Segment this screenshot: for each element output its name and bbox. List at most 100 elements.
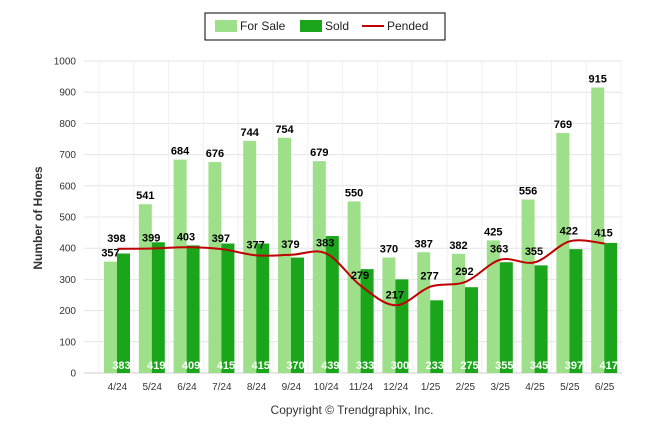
x-tick-label: 7/24 [212,382,232,393]
y-tick-label: 900 [59,88,76,99]
legend: For Sale Sold Pended [204,12,446,41]
legend-box [204,12,446,41]
data-label-for-sale: 541 [136,190,154,202]
data-label-pended: 379 [281,239,299,251]
bar-sold [499,262,513,373]
data-label-sold: 409 [182,360,200,372]
data-label-sold: 233 [426,360,444,372]
data-label-for-sale: 684 [171,146,190,158]
bar-for-sale [208,162,222,373]
bar-for-sale [486,240,500,373]
data-label-for-sale: 915 [589,74,607,86]
x-tick-label: 1/25 [421,382,441,393]
data-label-pended: 422 [560,225,578,237]
data-label-sold: 415 [252,360,270,372]
bar-sold [256,243,270,373]
data-label-for-sale: 676 [206,148,224,160]
bar-sold [430,300,444,373]
data-label-for-sale: 744 [241,127,260,139]
data-label-pended: 277 [420,271,438,283]
bar-sold [325,236,339,373]
data-label-sold: 383 [112,360,130,372]
x-tick-label: 4/25 [525,382,545,393]
data-label-pended: 355 [525,246,543,258]
data-label-pended: 399 [142,233,160,245]
bar-sold [221,243,235,373]
legend-label-pended: Pended [387,19,428,33]
y-tick-label: 600 [59,181,76,192]
data-label-for-sale: 357 [101,248,119,260]
data-label-pended: 363 [490,244,508,256]
data-label-for-sale: 679 [310,147,328,159]
data-label-for-sale: 382 [449,240,467,252]
data-label-pended: 377 [246,239,264,251]
data-label-for-sale: 425 [484,226,502,238]
x-tick-label: 8/24 [247,382,267,393]
y-tick-label: 0 [70,369,76,380]
x-tick-label: 5/25 [560,382,580,393]
legend-label-for-sale: For Sale [240,19,286,33]
bar-sold [151,242,165,373]
line-pended [117,239,605,307]
data-label-pended: 398 [107,233,125,245]
bar-for-sale [243,140,257,373]
data-label-pended: 217 [386,289,404,301]
data-label-pended: 383 [316,238,334,250]
x-tick-label: 10/24 [314,382,339,393]
y-axis-title: Number of Homes [31,166,45,270]
data-label-for-sale: 769 [554,119,572,131]
data-label-sold: 397 [565,360,583,372]
x-tick-label: 4/24 [108,382,128,393]
data-label-for-sale: 370 [380,244,398,256]
x-tick-label: 3/25 [490,382,510,393]
y-tick-label: 1000 [54,57,77,68]
data-label-sold: 275 [460,360,478,372]
bar-sold [360,269,374,373]
bar-sold [465,287,478,373]
data-label-sold: 300 [391,360,409,372]
data-label-for-sale: 754 [275,124,294,136]
data-label-pended: 279 [351,270,369,282]
data-label-sold: 417 [600,360,618,372]
bar-for-sale [173,159,187,373]
y-tick-label: 700 [59,150,76,161]
legend-swatch-sold [300,20,322,32]
y-tick-label: 100 [59,337,76,348]
x-tick-label: 2/25 [456,382,476,393]
data-label-for-sale: 550 [345,187,363,199]
y-tick-label: 300 [59,275,76,286]
bar-for-sale [556,133,570,373]
legend-swatch-for-sale [215,20,237,32]
bar-for-sale [417,252,431,373]
x-tick-label: 5/24 [142,382,162,393]
bar-for-sale [347,201,361,373]
data-label-pended: 397 [212,233,230,245]
bar-sold [291,257,304,373]
data-label-pended: 403 [177,231,195,243]
x-tick-label: 12/24 [383,382,408,393]
y-tick-label: 800 [59,119,76,130]
bar-for-sale [591,87,605,374]
bar-for-sale [382,257,396,373]
x-tick-label: 6/25 [595,382,615,393]
data-label-sold: 439 [321,360,339,372]
bar-sold [117,253,130,373]
data-label-pended: 292 [455,266,473,278]
bar-for-sale [312,161,326,373]
bar-sold [186,245,200,373]
x-tick-label: 9/24 [282,382,302,393]
data-label-for-sale: 387 [415,238,433,250]
data-label-sold: 345 [530,360,548,372]
data-label-for-sale: 556 [519,186,537,198]
legend-label-sold: Sold [325,19,349,33]
data-label-pended: 415 [594,228,612,240]
y-tick-label: 500 [59,213,76,224]
x-tick-label: 6/24 [177,382,197,393]
copyright-text: Copyright © Trendgraphix, Inc. [271,403,434,417]
bar-for-sale [521,199,535,373]
data-label-sold: 419 [147,360,165,372]
data-label-sold: 415 [217,360,235,372]
bar-sold [534,265,548,373]
